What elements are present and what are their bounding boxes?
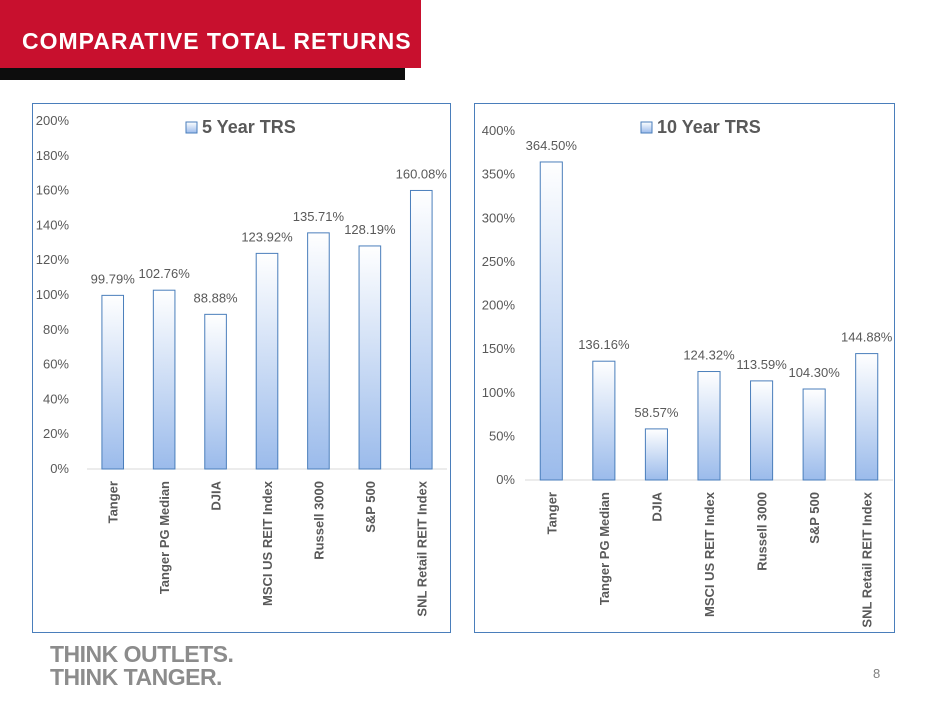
bar (539, 161, 563, 481)
x-tick-label: SNL Retail REIT Index (414, 480, 429, 616)
chart-10-year-trs: 0% 50% 100% 150% 200% 250% 300% 350% 400% 10 Year… (474, 103, 895, 633)
bar (802, 388, 826, 481)
data-label: 113.59% (736, 357, 787, 372)
bar (307, 232, 330, 470)
y-tick-label: 140% (36, 217, 70, 232)
x-tick-label: DJIA (209, 480, 224, 510)
x-tick-label: Tanger (106, 481, 121, 523)
x-tick-label: Tanger PG Median (157, 481, 172, 594)
bar (855, 353, 879, 481)
data-label: 135.71% (293, 209, 345, 224)
y-tick-label: 100% (482, 385, 516, 400)
data-label: 88.88% (194, 290, 239, 305)
legend-label: 10 Year TRS (657, 117, 761, 137)
chart-5-year-svg: 0% 20% 40% 60% 80% 100% 120% 140% 160% 180% 200% 5 … (36, 113, 448, 617)
y-tick-label: 0% (50, 461, 69, 476)
x-tick-label: Russell 3000 (755, 492, 770, 571)
y-tick-label: 80% (43, 322, 69, 337)
y-tick-label: 300% (482, 210, 516, 225)
bar (750, 380, 774, 481)
data-label: 58.57% (634, 405, 679, 420)
data-label: 104.30% (788, 365, 840, 380)
page-title: COMPARATIVE TOTAL RETURNS (22, 28, 412, 54)
tanger-logo: THINK OUTLETS. THINK TANGER. (50, 641, 234, 690)
data-label: 99.79% (91, 271, 136, 286)
y-tick-label: 400% (482, 123, 516, 138)
bar (697, 371, 721, 481)
bar (204, 313, 227, 470)
chart-5-year-trs: 0% 20% 40% 60% 80% 100% 120% 140% 160% 180% 200% 5 … (32, 103, 451, 633)
bar (255, 252, 279, 470)
x-tick-label: Tanger (544, 492, 559, 534)
x-tick-label: SNL Retail REIT Index (860, 491, 875, 627)
y-tick-label: 50% (489, 428, 515, 443)
y-tick-label: 200% (482, 298, 516, 313)
data-label: 136.16% (578, 337, 630, 352)
y-tick-label: 350% (482, 167, 516, 182)
legend-swatch (640, 121, 653, 134)
data-label: 160.08% (396, 166, 448, 181)
logo-line-2: THINK TANGER. (50, 664, 222, 690)
y-tick-label: 180% (36, 148, 70, 163)
legend-label: 5 Year TRS (202, 117, 296, 137)
x-tick-label: DJIA (649, 491, 664, 521)
y-tick-label: 160% (36, 183, 70, 198)
x-tick-label: S&P 500 (807, 492, 822, 544)
y-tick-label: 100% (36, 287, 70, 302)
bar (358, 245, 382, 470)
y-tick-label: 150% (482, 341, 516, 356)
y-tick-label: 200% (36, 113, 70, 128)
x-tick-label: MSCI US REIT Index (260, 480, 275, 606)
y-tick-label: 250% (482, 254, 516, 269)
x-tick-label: Russell 3000 (311, 481, 326, 560)
y-tick-label: 120% (36, 252, 70, 267)
data-label: 128.19% (344, 222, 396, 237)
logo-line-1: THINK OUTLETS. (50, 641, 234, 667)
x-tick-label: S&P 500 (363, 481, 378, 533)
page-number: 8 (873, 666, 881, 681)
x-tick-label: MSCI US REIT Index (702, 491, 717, 617)
y-tick-label: 20% (43, 426, 69, 441)
data-label: 102.76% (138, 266, 190, 281)
data-label: 124.32% (683, 348, 735, 363)
data-label: 144.88% (841, 330, 893, 345)
y-tick-label: 40% (43, 391, 69, 406)
bar (101, 294, 125, 470)
bar (644, 428, 668, 481)
data-label: 123.92% (241, 229, 293, 244)
bar (409, 189, 433, 470)
data-label: 364.50% (526, 138, 578, 153)
bar (152, 289, 176, 470)
y-tick-label: 0% (496, 472, 515, 487)
chart-10-year-svg: 0% 50% 100% 150% 200% 250% 300% 350% 400% 10 Year… (482, 117, 893, 628)
y-tick-label: 60% (43, 357, 69, 372)
x-tick-label: Tanger PG Median (597, 492, 612, 605)
bar (592, 360, 616, 481)
legend-swatch (185, 121, 198, 134)
header-band (0, 0, 421, 68)
